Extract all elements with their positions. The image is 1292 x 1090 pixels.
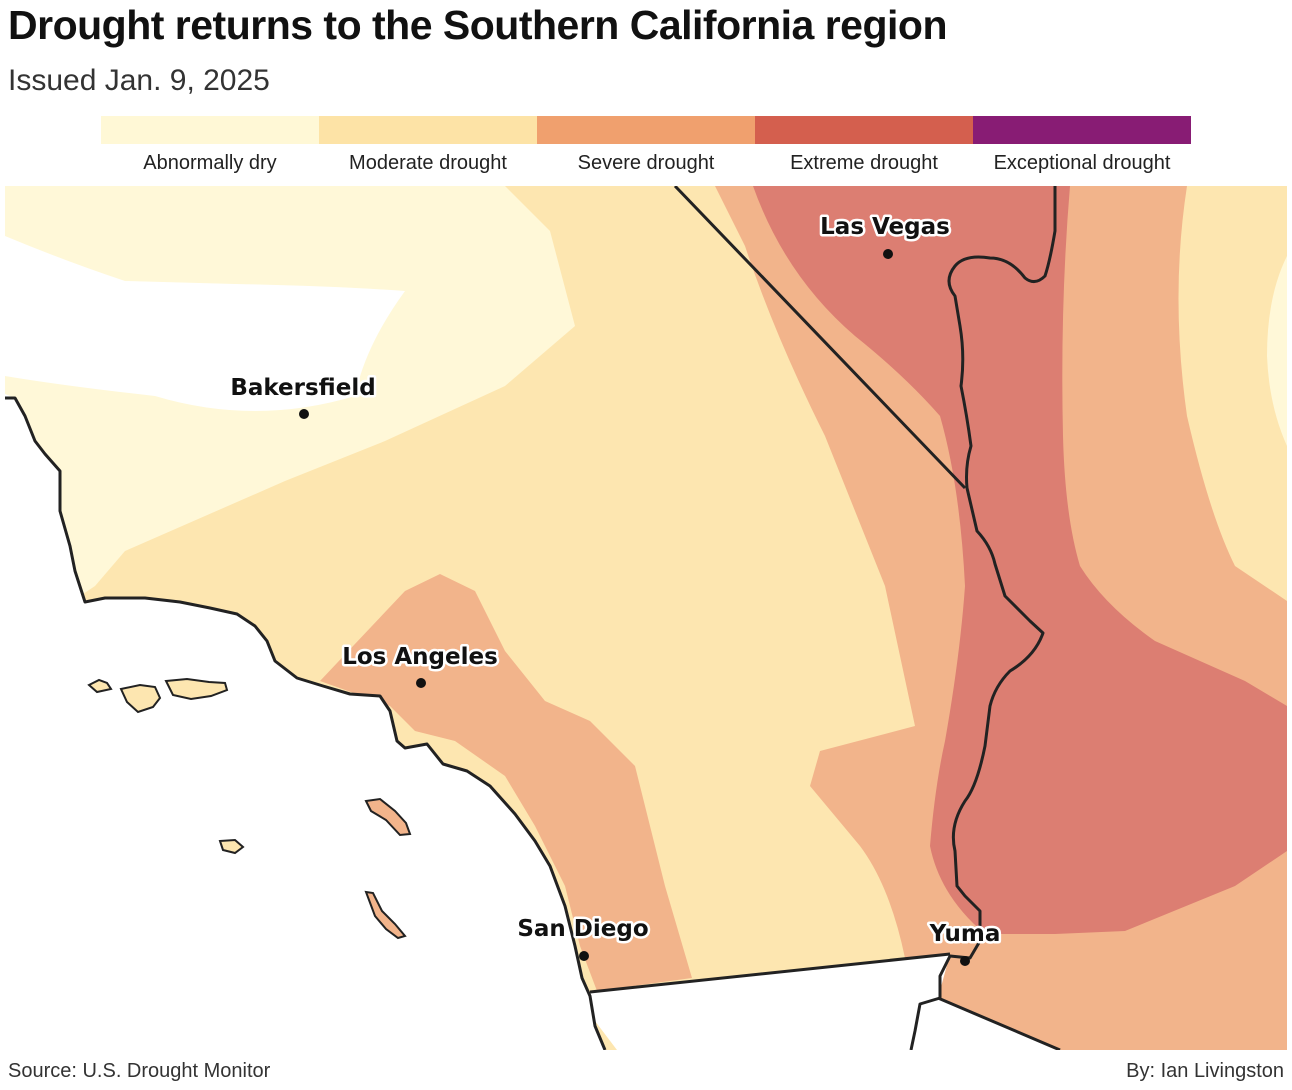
california-nevada-border — [673, 186, 967, 490]
city-label-las-vegas: Las Vegas — [820, 214, 950, 240]
city-label-los-angeles: Los Angeles — [342, 644, 498, 670]
city-dot-los-angeles — [416, 678, 426, 688]
legend-label: Extreme drought — [790, 152, 938, 174]
colorado-river-border — [909, 186, 1057, 1050]
legend-swatch — [755, 116, 973, 144]
extreme-drought-area — [753, 186, 1287, 934]
legend-label: Abnormally dry — [143, 152, 277, 174]
city-label-san-diego: San Diego — [517, 916, 648, 942]
legend-swatch — [537, 116, 755, 144]
legend-swatch — [319, 116, 537, 144]
legend-label: Exceptional drought — [993, 152, 1171, 174]
legend-item-abnormally-dry: Abnormally dry — [101, 116, 319, 176]
abnormally-dry-area-east — [1267, 256, 1287, 446]
island-santa-cruz — [164, 677, 229, 701]
legend-label: Moderate drought — [349, 152, 507, 174]
city-label-bakersfield: Bakersfield — [230, 375, 375, 401]
city-dot-san-diego — [579, 951, 589, 961]
city-dot-las-vegas — [883, 249, 893, 259]
legend-swatch — [101, 116, 319, 144]
island-san-miguel — [87, 678, 113, 694]
mexico-border — [589, 952, 1061, 1050]
no-drought-area-valley — [5, 236, 405, 411]
island-santa-barbara-nicolas — [218, 838, 245, 855]
legend-swatch — [973, 116, 1191, 144]
byline: By: Ian Livingston — [1126, 1060, 1284, 1082]
mexico-area — [590, 954, 1060, 1050]
city-dot-yuma — [960, 956, 970, 966]
pacific-ocean — [5, 394, 605, 1050]
island-san-clemente — [364, 890, 407, 940]
city-dot-bakersfield — [299, 409, 309, 419]
map-subtitle: Issued Jan. 9, 2025 — [8, 64, 270, 97]
legend-label: Severe drought — [577, 152, 715, 174]
legend-item-extreme-drought: Extreme drought — [755, 116, 973, 176]
map-title: Drought returns to the Southern Californ… — [8, 2, 948, 48]
legend-item-exceptional-drought: Exceptional drought — [973, 116, 1191, 176]
island-santa-catalina — [364, 797, 412, 837]
drought-map[interactable]: Las Vegas Bakersfield Los Angeles San Di… — [5, 186, 1287, 1050]
island-santa-rosa — [119, 683, 162, 714]
source-credit: Source: U.S. Drought Monitor — [8, 1060, 271, 1082]
severe-drought-area-coast — [320, 574, 692, 991]
drought-legend: Abnormally dry Moderate drought Severe d… — [101, 116, 1191, 176]
city-label-yuma: Yuma — [929, 921, 1001, 947]
legend-item-moderate-drought: Moderate drought — [319, 116, 537, 176]
coastline — [5, 396, 607, 1050]
legend-item-severe-drought: Severe drought — [537, 116, 755, 176]
